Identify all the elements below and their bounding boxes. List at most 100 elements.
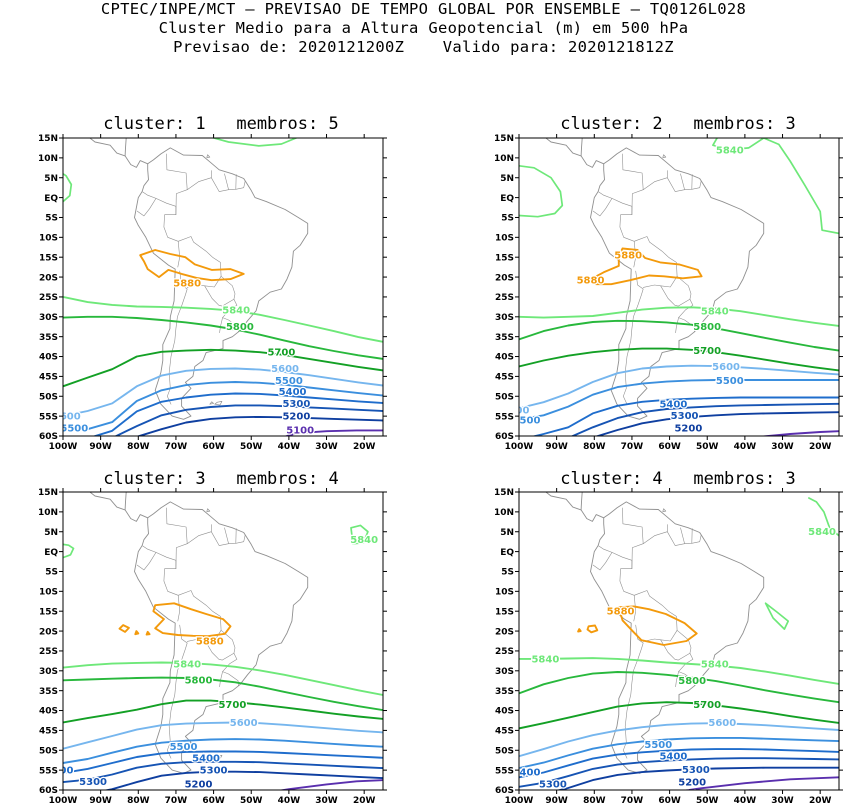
contour-label: 5800	[185, 675, 213, 686]
lon-tick-label: 50W	[696, 796, 719, 806]
panel-title-2: cluster: 2 membros: 3	[513, 114, 843, 134]
lat-tick-label: 35S	[39, 333, 58, 343]
lat-tick-label: 15S	[495, 253, 514, 263]
lat-tick-label: 35S	[495, 687, 514, 697]
lon-tick-label: 60W	[202, 442, 225, 452]
contour-label: 5500	[513, 416, 541, 427]
contour-5840	[519, 166, 562, 217]
lon-tick-label: 60W	[658, 796, 681, 806]
lat-tick-label: 25S	[39, 293, 58, 303]
contour-label: 5840	[701, 660, 729, 671]
lon-tick-label: 80W	[583, 442, 606, 452]
contour-label: 5200	[678, 778, 706, 789]
lat-tick-label: 40S	[495, 707, 514, 717]
lat-tick-label: EQ	[44, 194, 58, 204]
lat-tick-label: 20S	[495, 627, 514, 637]
lat-tick-label: 40S	[39, 707, 58, 717]
lat-tick-label: 20S	[495, 273, 514, 283]
contour-label: 5400	[192, 754, 220, 765]
lat-tick-label: 55S	[495, 412, 514, 422]
island-outline	[207, 155, 210, 158]
contour-label: 5400	[659, 400, 687, 411]
contour-label: 5500	[716, 376, 744, 387]
panel-title-3: cluster: 3 membros: 4	[56, 469, 386, 489]
lon-tick-label: 50W	[240, 796, 263, 806]
lon-tick-label: 90W	[545, 796, 568, 806]
contour-5400	[63, 394, 383, 441]
lon-tick-label: 90W	[89, 796, 112, 806]
lat-tick-label: 40S	[495, 353, 514, 363]
country-border	[220, 318, 223, 333]
contour-5880	[147, 632, 150, 635]
contour-label: 5200	[185, 780, 213, 791]
lat-tick-label: 45S	[39, 373, 58, 383]
lon-tick-label: 50W	[696, 442, 719, 452]
country-border	[167, 154, 188, 215]
lat-tick-label: 10N	[38, 508, 58, 518]
lon-tick-label: 20W	[809, 442, 832, 452]
title-line-3: Previsao de: 2020121200Z Valido para: 20…	[0, 38, 847, 57]
country-border	[167, 625, 187, 758]
lat-tick-label: 15S	[39, 253, 58, 263]
country-border	[623, 508, 644, 569]
lat-tick-label: EQ	[500, 548, 514, 558]
contour-5800	[63, 317, 383, 359]
lon-tick-label: 30W	[771, 442, 794, 452]
lat-tick-label: 30S	[495, 667, 514, 677]
contour-label: 5840	[701, 306, 729, 317]
contour-label: 5800	[678, 676, 706, 687]
contour-5200	[63, 417, 383, 440]
contour-label: 5840	[222, 306, 250, 317]
lat-tick-label: 10S	[495, 588, 514, 598]
lat-tick-label: 55S	[39, 412, 58, 422]
lon-tick-label: 100W	[49, 796, 78, 806]
lon-tick-label: 20W	[809, 796, 832, 806]
contour-label: 5400	[279, 387, 307, 398]
lat-tick-label: 15S	[495, 607, 514, 617]
contour-5880	[120, 625, 129, 632]
contour-5840	[766, 603, 789, 629]
country-border	[612, 198, 634, 241]
contour-label: 5300	[200, 766, 228, 777]
lat-tick-label: 50S	[39, 393, 58, 403]
lat-tick-label: 20S	[39, 627, 58, 637]
contour-label: 5800	[693, 322, 721, 333]
country-border	[187, 171, 212, 190]
title-line-1: CPTEC/INPE/MCT – PREVISAO DE TEMPO GLOBA…	[0, 0, 847, 19]
lat-tick-label: 15N	[38, 488, 58, 498]
map-frame	[519, 492, 839, 790]
lat-tick-label: 25S	[495, 647, 514, 657]
lat-tick-label: 60S	[495, 786, 514, 796]
lat-tick-label: 10N	[494, 154, 514, 164]
lon-tick-label: 70W	[165, 796, 188, 806]
country-border	[676, 318, 679, 333]
country-border	[623, 625, 643, 758]
country-border	[220, 672, 223, 687]
coastline-central-america	[519, 130, 604, 167]
lon-tick-label: 40W	[734, 796, 757, 806]
contour-5840	[63, 297, 383, 342]
contour-label: 5880	[577, 276, 605, 287]
lat-tick-label: 15N	[494, 488, 514, 498]
lat-tick-label: EQ	[500, 194, 514, 204]
country-border	[167, 508, 188, 569]
lat-tick-label: 55S	[39, 766, 58, 776]
lon-tick-label: 90W	[545, 442, 568, 452]
lat-tick-label: 15S	[39, 607, 58, 617]
country-border	[681, 174, 685, 190]
lon-tick-label: 100W	[505, 796, 534, 806]
lat-tick-label: 50S	[495, 393, 514, 403]
coastline-south-america	[591, 502, 764, 773]
lat-tick-label: 60S	[39, 432, 58, 442]
lon-tick-label: 40W	[278, 442, 301, 452]
contour-label: 5700	[267, 347, 295, 358]
contour-label: 5600	[708, 718, 736, 729]
lat-tick-label: 35S	[495, 333, 514, 343]
contour-label: 5840	[531, 654, 559, 665]
contour-label: 5840	[350, 535, 378, 546]
lat-tick-label: 50S	[495, 747, 514, 757]
map-content: 5840588058405800570056005500540053005200…	[53, 473, 383, 794]
contour-label: 5700	[693, 700, 721, 711]
lon-tick-label: 20W	[353, 796, 376, 806]
